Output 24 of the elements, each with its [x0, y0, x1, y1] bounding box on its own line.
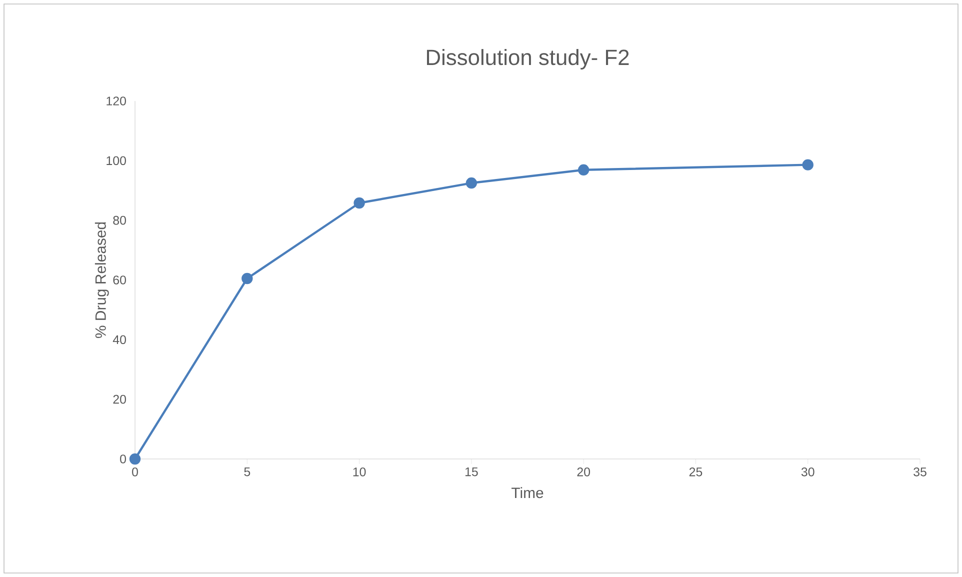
x-tick-label: 35 — [914, 468, 926, 476]
x-tick-label: 10 — [353, 468, 366, 476]
y-tick-label: 120 — [106, 96, 126, 106]
point — [354, 197, 365, 209]
y-tick-label: 100 — [106, 156, 126, 166]
point — [129, 453, 141, 465]
y-tick-label: 60 — [113, 276, 126, 284]
chart-title: Dissolution study- F2 — [426, 49, 629, 70]
x-axis-title: Time — [512, 487, 544, 498]
x-tick-label: 0 — [132, 468, 138, 476]
x-tick-label: 20 — [577, 468, 590, 476]
point — [578, 164, 590, 176]
point — [466, 177, 478, 189]
x-tick-label: 30 — [801, 468, 814, 476]
x-tick-label: 5 — [244, 468, 250, 476]
y-tick-label: 40 — [112, 335, 126, 344]
y-axis-title: % Drug Released — [94, 222, 109, 338]
x-tick-label: 25 — [689, 468, 702, 476]
y-tick-label: 0 — [120, 454, 126, 464]
x-tick-label: 15 — [465, 468, 478, 476]
point — [802, 159, 814, 170]
y-tick-label: 80 — [113, 216, 126, 225]
y-tick-label: 20 — [113, 394, 126, 404]
point — [242, 272, 253, 284]
